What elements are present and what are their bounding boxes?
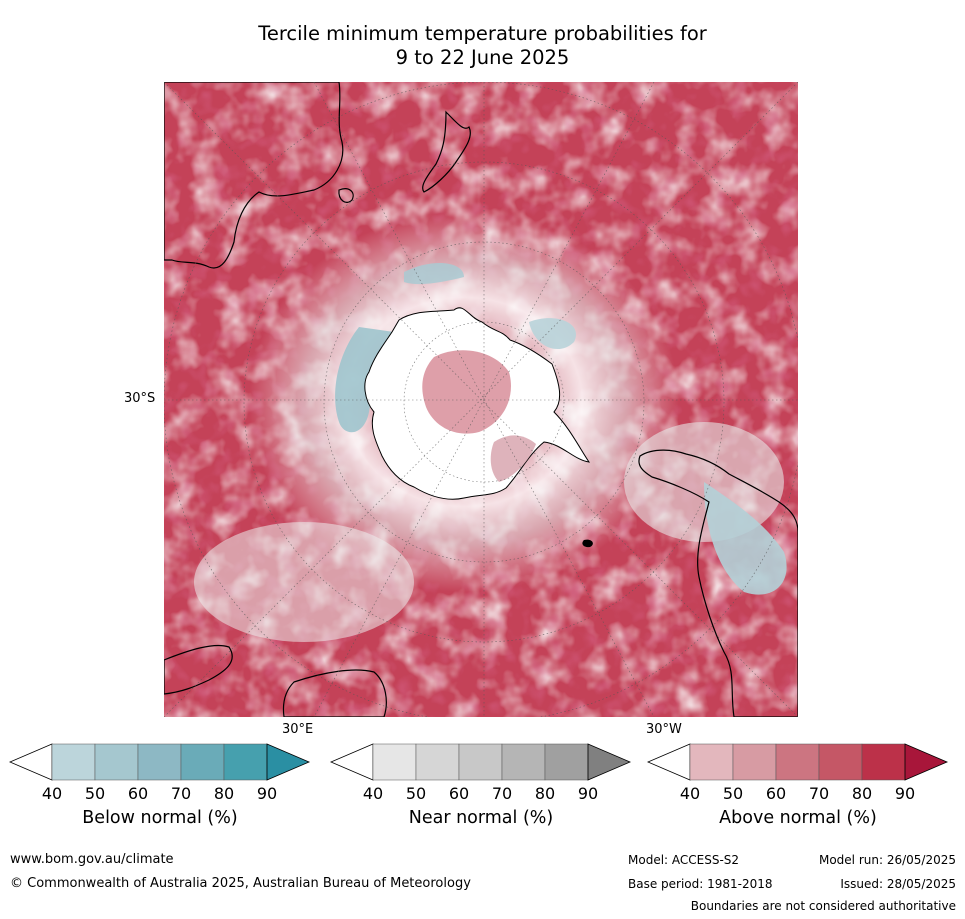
colorbar-box (372, 743, 417, 781)
colorbar-box (501, 743, 546, 781)
colorbar-tick-label: 90 (577, 784, 599, 803)
colorbar-tick-label: 80 (213, 784, 235, 803)
colorbar-box (51, 743, 96, 781)
madagascar-land (282, 669, 387, 717)
colorbar-below-svg (8, 743, 311, 781)
antarctica-west (490, 435, 536, 482)
colorbar-tick-label: 50 (722, 784, 744, 803)
footer-issued: Issued: 28/05/2025 (840, 877, 956, 891)
colorbar-tick-label: 60 (127, 784, 149, 803)
colorbar-extend-high (587, 743, 632, 781)
colorbar-extend-low (8, 743, 53, 781)
colorbar-box (775, 743, 820, 781)
footer-copyright: © Commonwealth of Australia 2025, Austra… (10, 876, 471, 891)
falklands-land (582, 539, 593, 548)
colorbar-tick-label: 60 (448, 784, 470, 803)
below-normal-patch-ne (529, 318, 576, 350)
title-line-2: 9 to 22 June 2025 (395, 46, 570, 69)
lat-label-30s: 30°S (124, 391, 156, 406)
colorbar-extend-low (329, 743, 374, 781)
tasmania-land (338, 188, 354, 203)
lon-label-30w: 30°W (646, 722, 682, 737)
colorbar-tick-label: 50 (405, 784, 427, 803)
lon-label-30e: 30°E (282, 722, 314, 737)
colorbar-extend-high (266, 743, 311, 781)
australia-land (164, 82, 344, 269)
colorbar-tick-label: 70 (170, 784, 192, 803)
colorbar-box (223, 743, 268, 781)
colorbar-above-svg (646, 743, 949, 781)
colorbar-tick-label: 50 (84, 784, 106, 803)
south-america-land (638, 449, 798, 717)
colorbar-box (180, 743, 225, 781)
colorbar-extend-low (646, 743, 691, 781)
colorbar-tick-label: 90 (256, 784, 278, 803)
colorbar-above (646, 743, 949, 781)
new-zealand-land (422, 110, 471, 193)
colorbar-above-label: Above normal (%) (719, 808, 877, 828)
colorbar-box (137, 743, 182, 781)
colorbar-tick-label: 90 (894, 784, 916, 803)
footer-model: Model: ACCESS-S2 (628, 853, 740, 867)
colorbar-tick-label: 70 (491, 784, 513, 803)
colorbar-tick-label: 70 (808, 784, 830, 803)
colorbar-near-svg (329, 743, 632, 781)
colorbar-box (689, 743, 734, 781)
footer-model-run: Model run: 26/05/2025 (818, 853, 956, 867)
colorbar-extend-high (904, 743, 949, 781)
colorbar-tick-label: 40 (679, 784, 701, 803)
colorbar-box (458, 743, 503, 781)
colorbar-box (544, 743, 589, 781)
colorbar-near (329, 743, 632, 781)
colorbar-tick-label: 80 (534, 784, 556, 803)
africa-land (164, 644, 233, 695)
footer-base-period: Base period: 1981-2018 (628, 877, 773, 891)
colorbar-tick-label: 60 (765, 784, 787, 803)
below-normal-patch-sa (704, 482, 787, 595)
colorbar-box (861, 743, 906, 781)
antarctica-interior (422, 350, 511, 434)
graticule (164, 82, 798, 717)
footer-url[interactable]: www.bom.gov.au/climate (10, 852, 174, 867)
colorbar-near-label: Near normal (%) (408, 808, 554, 828)
below-normal-patch-north (404, 262, 464, 285)
near-normal-band-south (194, 522, 414, 642)
footer-boundaries: Boundaries are not considered authoritat… (690, 899, 956, 913)
colorbar-box (732, 743, 777, 781)
colorbar-box (94, 743, 139, 781)
colorbar-box (415, 743, 460, 781)
colorbar-tick-label: 80 (851, 784, 873, 803)
colorbar-box (818, 743, 863, 781)
polar-map (164, 82, 798, 717)
colorbar-tick-label: 40 (41, 784, 63, 803)
colorbar-below (8, 743, 311, 781)
title-line-1: Tercile minimum temperature probabilitie… (258, 22, 707, 45)
chart-title: Tercile minimum temperature probabilitie… (0, 22, 965, 70)
colorbar-below-label: Below normal (%) (82, 808, 238, 828)
colorbar-tick-label: 40 (362, 784, 384, 803)
